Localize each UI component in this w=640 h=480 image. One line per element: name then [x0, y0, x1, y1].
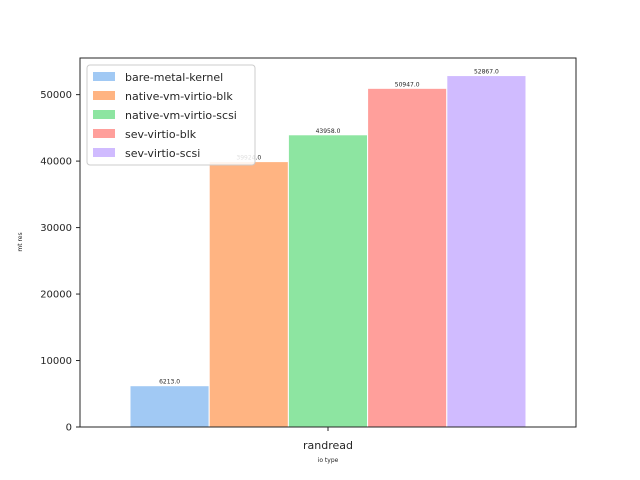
legend-swatch-sev-virtio-scsi: [93, 148, 115, 157]
bars-group: [129, 75, 527, 428]
y-axis-ticks: 0 10000 20000 30000 40000 50000: [40, 90, 80, 434]
legend-label: sev-virtio-blk: [125, 128, 197, 141]
x-tick-label: randread: [303, 439, 353, 452]
legend-label: sev-virtio-scsi: [125, 147, 200, 160]
legend-swatch-native-vm-virtio-blk: [93, 91, 115, 100]
legend-swatch-native-vm-virtio-scsi: [93, 110, 115, 119]
legend-swatch-bare-metal-kernel: [93, 72, 115, 81]
bar-sev-virtio-scsi: [446, 75, 527, 428]
x-axis-title: io type: [318, 457, 339, 464]
bar-native-vm-virtio-scsi: [287, 134, 369, 428]
x-axis-ticks: randread: [303, 427, 353, 452]
legend-label: bare-metal-kernel: [125, 71, 223, 84]
y-axis-title: mt res: [17, 232, 24, 251]
data-label: 52867.0: [474, 69, 499, 76]
data-label: 6213.0: [159, 379, 180, 386]
y-tick-label: 0: [66, 423, 72, 434]
legend-swatch-sev-virtio-blk: [93, 129, 115, 138]
y-tick-label: 50000: [40, 90, 72, 101]
y-tick-label: 10000: [40, 356, 72, 367]
y-tick-label: 40000: [40, 157, 72, 168]
bar-sev-virtio-blk: [367, 87, 448, 428]
data-label: 50947.0: [395, 81, 420, 88]
bar-bare-metal-kernel: [129, 385, 210, 428]
legend-box: [86, 64, 256, 166]
y-tick-label: 30000: [40, 223, 72, 234]
data-label: 43958.0: [316, 128, 341, 135]
y-tick-label: 20000: [40, 290, 72, 301]
legend-label: native-vm-virtio-scsi: [125, 109, 237, 122]
legend-label: native-vm-virtio-blk: [125, 90, 233, 103]
bar-native-vm-virtio-blk: [208, 161, 289, 428]
legend: bare-metal-kernel native-vm-virtio-blk nat…: [86, 64, 256, 166]
